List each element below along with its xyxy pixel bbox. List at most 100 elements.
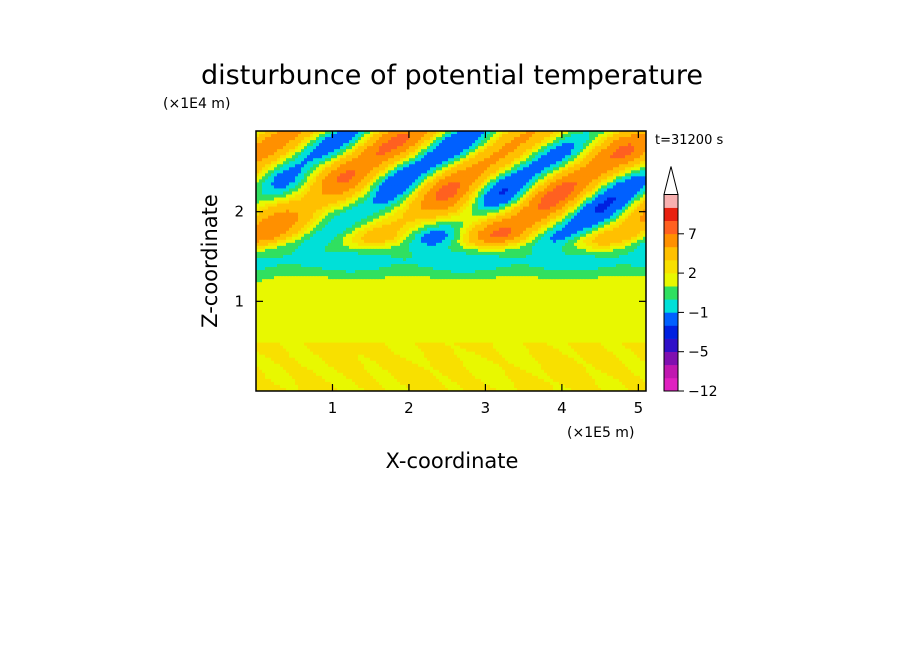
contour-cell	[562, 230, 566, 235]
contour-cell	[604, 239, 608, 244]
contour-cell	[556, 233, 560, 238]
contour-cell	[559, 143, 563, 147]
contour-cell	[619, 221, 623, 226]
contour-cell	[559, 179, 563, 183]
contour-cell	[568, 170, 572, 174]
contour-cell	[286, 131, 290, 135]
contour-cell	[430, 158, 434, 162]
contour-cell	[319, 203, 323, 208]
contour-cell	[565, 146, 569, 150]
contour-cell	[292, 215, 296, 220]
contour-cell	[295, 137, 299, 141]
contour-cell	[451, 194, 455, 199]
contour-cell	[415, 155, 419, 159]
contour-cell	[280, 209, 284, 214]
contour-cell	[319, 134, 323, 138]
contour-cell	[577, 239, 581, 244]
contour-cell	[619, 134, 623, 138]
contour-cell	[640, 212, 644, 217]
contour-cell	[625, 239, 629, 244]
contour-cell	[391, 212, 395, 217]
contour-cell	[526, 140, 530, 144]
contour-cell	[625, 230, 629, 235]
contour-cell	[643, 203, 646, 208]
contour-cell	[313, 188, 317, 193]
contour-cell	[328, 164, 332, 168]
contour-cell	[301, 158, 305, 162]
contour-cell	[481, 215, 485, 220]
contour-cell	[418, 182, 422, 187]
contour-cell	[421, 224, 425, 229]
contour-cell	[487, 200, 491, 205]
contour-cell	[460, 236, 464, 241]
contour-cell	[607, 155, 611, 159]
contour-cell	[424, 209, 428, 214]
contour-cell	[340, 221, 344, 226]
contour-cell	[304, 203, 308, 208]
contour-cell	[439, 224, 443, 229]
contour-cell	[490, 158, 494, 162]
contour-cell	[259, 134, 263, 138]
contour-cell	[559, 209, 563, 214]
contour-cell	[385, 233, 389, 238]
contour-cell	[580, 212, 584, 217]
contour-cell	[310, 134, 314, 138]
contour-cell	[355, 197, 359, 202]
contour-cell	[631, 236, 635, 241]
contour-cell	[493, 197, 497, 202]
contour-cell	[310, 167, 314, 171]
contour-cell	[514, 167, 518, 171]
contour-cell	[286, 185, 290, 190]
contour-cell	[616, 161, 620, 165]
contour-cell	[298, 203, 302, 208]
contour-cell	[601, 236, 605, 241]
contour-cell	[514, 236, 518, 241]
contour-cell	[625, 188, 629, 193]
contour-cell	[370, 152, 374, 156]
contour-cell	[610, 215, 614, 220]
contour-cell	[571, 167, 575, 171]
contour-cell	[508, 197, 512, 202]
contour-cell	[478, 185, 482, 190]
contour-cell	[577, 170, 581, 174]
contour-cell	[301, 155, 305, 159]
contour-cell	[508, 242, 512, 247]
contour-cell	[460, 173, 464, 177]
contour-cell	[463, 239, 467, 244]
contour-cell	[367, 188, 371, 193]
contour-cell	[535, 179, 539, 183]
contour-cell	[487, 134, 491, 138]
contour-cell	[406, 182, 410, 187]
contour-cell	[478, 137, 482, 141]
contour-cell	[346, 236, 350, 241]
contour-cell	[463, 131, 467, 135]
contour-cell	[562, 134, 566, 138]
contour-cell	[256, 215, 260, 220]
contour-cell	[568, 152, 572, 156]
contour-cell	[268, 155, 272, 159]
contour-cell	[529, 242, 533, 247]
contour-cell	[346, 242, 350, 247]
contour-cell	[475, 239, 479, 244]
contour-cell	[583, 191, 587, 196]
contour-cell	[637, 218, 641, 223]
contour-cell	[589, 179, 593, 183]
contour-cell	[337, 224, 341, 229]
contour-cell	[613, 137, 617, 141]
contour-cell	[526, 194, 530, 199]
contour-cell	[400, 170, 404, 174]
contour-cell	[289, 134, 293, 138]
contour-cell	[376, 200, 380, 205]
contour-cell	[625, 200, 629, 205]
contour-cell	[394, 182, 398, 187]
contour-cell	[502, 158, 506, 162]
contour-cell	[271, 233, 275, 238]
contour-cell	[562, 140, 566, 144]
contour-cell	[370, 146, 374, 150]
contour-cell	[499, 221, 503, 226]
contour-cell	[541, 239, 545, 244]
contour-cell	[274, 194, 278, 199]
contour-cell	[640, 224, 644, 229]
contour-cell	[421, 152, 425, 156]
contour-cell	[499, 194, 503, 199]
